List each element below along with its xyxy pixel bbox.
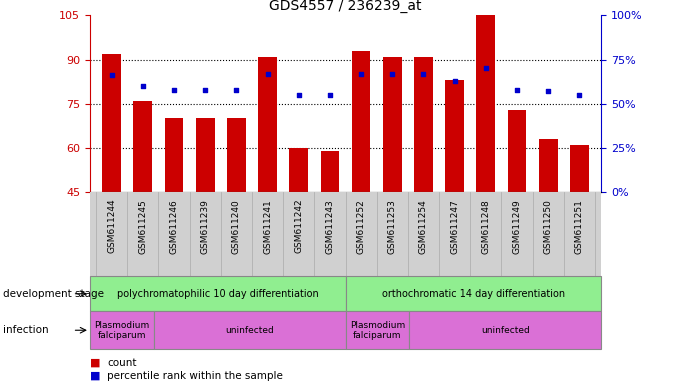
Text: GSM611246: GSM611246 xyxy=(169,199,178,253)
Point xyxy=(511,86,522,93)
Point xyxy=(480,65,491,71)
Bar xyxy=(414,56,433,192)
Bar xyxy=(153,311,346,349)
Bar xyxy=(164,118,183,192)
Text: Plasmodium
falciparum: Plasmodium falciparum xyxy=(350,321,405,340)
Point xyxy=(169,86,180,93)
Bar xyxy=(409,311,601,349)
Text: count: count xyxy=(107,358,137,368)
Bar xyxy=(90,311,153,349)
Point xyxy=(200,86,211,93)
Point xyxy=(356,71,367,77)
Bar xyxy=(258,56,277,192)
Bar xyxy=(133,101,152,192)
Point xyxy=(387,71,398,77)
Bar xyxy=(383,56,401,192)
Point xyxy=(574,92,585,98)
Bar xyxy=(508,109,527,192)
Text: polychromatophilic 10 day differentiation: polychromatophilic 10 day differentiatio… xyxy=(117,289,319,299)
Bar xyxy=(539,139,558,192)
Text: GSM611249: GSM611249 xyxy=(513,199,522,253)
Text: infection: infection xyxy=(3,325,49,335)
Text: GSM611239: GSM611239 xyxy=(200,199,209,254)
Bar xyxy=(445,80,464,192)
Point xyxy=(106,72,117,78)
Text: GSM611241: GSM611241 xyxy=(263,199,272,253)
Title: GDS4557 / 236239_at: GDS4557 / 236239_at xyxy=(269,0,422,13)
Bar xyxy=(346,276,601,311)
Text: ■: ■ xyxy=(90,358,100,368)
Bar xyxy=(196,118,214,192)
Text: uninfected: uninfected xyxy=(225,326,274,335)
Bar xyxy=(570,145,589,192)
Text: GSM611248: GSM611248 xyxy=(482,199,491,253)
Text: GSM611240: GSM611240 xyxy=(232,199,241,253)
Bar xyxy=(90,276,346,311)
Text: GSM611245: GSM611245 xyxy=(138,199,147,253)
Bar xyxy=(102,54,121,192)
Text: uninfected: uninfected xyxy=(481,326,530,335)
Text: GSM611254: GSM611254 xyxy=(419,199,428,253)
Text: development stage: development stage xyxy=(3,289,104,299)
Point xyxy=(542,88,553,94)
Text: GSM611242: GSM611242 xyxy=(294,199,303,253)
Text: orthochromatic 14 day differentiation: orthochromatic 14 day differentiation xyxy=(381,289,565,299)
Text: GSM611251: GSM611251 xyxy=(575,199,584,254)
Text: GSM611243: GSM611243 xyxy=(325,199,334,253)
Point xyxy=(449,78,460,84)
Bar xyxy=(227,118,246,192)
Text: Plasmodium
falciparum: Plasmodium falciparum xyxy=(94,321,149,340)
Point xyxy=(231,86,242,93)
Bar xyxy=(321,151,339,192)
Point xyxy=(293,92,304,98)
Point xyxy=(138,83,149,89)
Text: GSM611244: GSM611244 xyxy=(107,199,116,253)
Bar xyxy=(477,15,495,192)
Text: percentile rank within the sample: percentile rank within the sample xyxy=(107,371,283,381)
Bar xyxy=(352,51,370,192)
Text: GSM611252: GSM611252 xyxy=(357,199,366,253)
Text: GSM611253: GSM611253 xyxy=(388,199,397,254)
Bar xyxy=(290,148,308,192)
Point xyxy=(418,71,429,77)
Point xyxy=(324,92,335,98)
Point xyxy=(262,71,273,77)
Text: ■: ■ xyxy=(90,371,100,381)
Text: GSM611250: GSM611250 xyxy=(544,199,553,254)
Text: GSM611247: GSM611247 xyxy=(450,199,459,253)
Bar xyxy=(346,311,409,349)
